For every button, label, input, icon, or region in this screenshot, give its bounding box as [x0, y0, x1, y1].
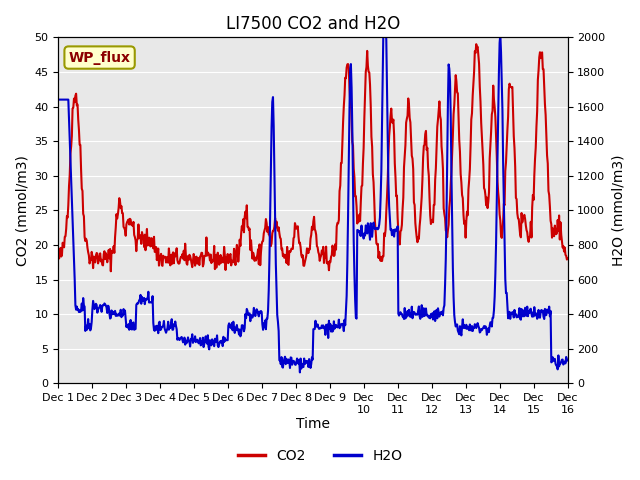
Title: LI7500 CO2 and H2O: LI7500 CO2 and H2O — [226, 15, 400, 33]
Y-axis label: H2O (mmol/m3): H2O (mmol/m3) — [611, 155, 625, 266]
Text: WP_flux: WP_flux — [68, 50, 131, 64]
Legend: CO2, H2O: CO2, H2O — [232, 443, 408, 468]
X-axis label: Time: Time — [296, 418, 330, 432]
Y-axis label: CO2 (mmol/m3): CO2 (mmol/m3) — [15, 155, 29, 266]
